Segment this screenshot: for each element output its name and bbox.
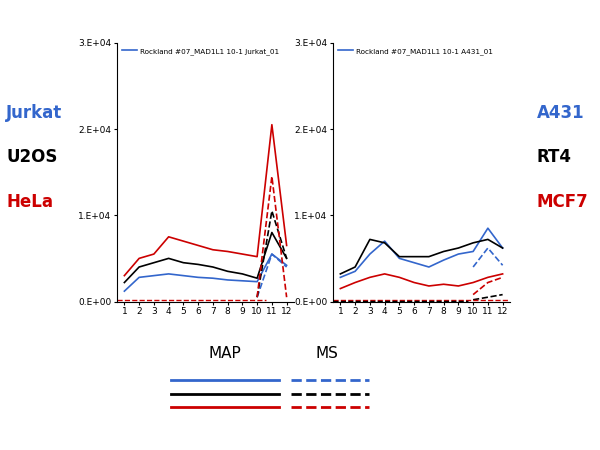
Legend: Rockland #07_MAD1L1 10-1 A431_01: Rockland #07_MAD1L1 10-1 A431_01 bbox=[337, 46, 494, 56]
Text: A431: A431 bbox=[537, 104, 584, 122]
Legend: Rockland #07_MAD1L1 10-1 Jurkat_01: Rockland #07_MAD1L1 10-1 Jurkat_01 bbox=[121, 46, 281, 56]
Text: U2OS: U2OS bbox=[6, 148, 58, 166]
Text: MS: MS bbox=[316, 346, 338, 361]
Text: MAP: MAP bbox=[209, 346, 241, 361]
Text: HeLa: HeLa bbox=[6, 194, 53, 212]
Text: RT4: RT4 bbox=[537, 148, 572, 166]
Text: Jurkat: Jurkat bbox=[6, 104, 62, 122]
Text: MCF7: MCF7 bbox=[537, 194, 589, 212]
